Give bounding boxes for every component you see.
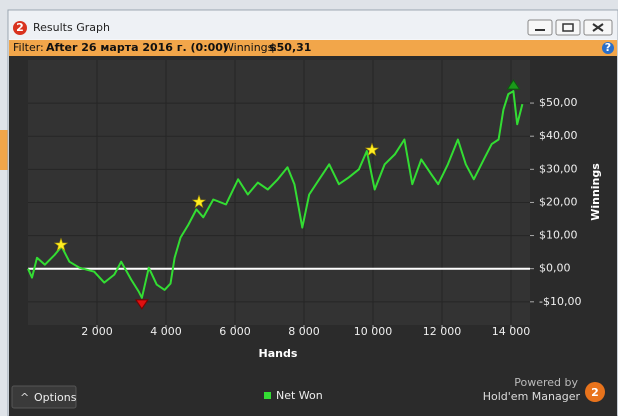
x-tick-label: 14 000: [492, 325, 531, 338]
window-title: Results Graph: [33, 21, 110, 34]
winnings-label: Winnings:: [223, 41, 277, 54]
brand-logo-text: 2: [591, 386, 599, 399]
x-tick-label: 8 000: [288, 325, 320, 338]
y-tick-label: $40,00: [539, 129, 578, 142]
net-won-line: [27, 90, 524, 299]
winnings-value: $50,31: [269, 41, 311, 54]
help-icon[interactable]: [602, 42, 614, 54]
star-icon: [364, 142, 380, 157]
options-button[interactable]: [11, 385, 77, 409]
close-icon: [592, 23, 604, 32]
y-axis-label: Winnings: [589, 163, 602, 221]
options-label: Options: [34, 391, 77, 404]
brand: Hold'em Manager: [483, 390, 581, 403]
x-tick-label: 4 000: [150, 325, 182, 338]
maximize-button[interactable]: [555, 19, 581, 36]
y-tick-label: $10,00: [539, 229, 578, 242]
x-tick-label: 2 000: [81, 325, 113, 338]
background-strip: [0, 130, 9, 170]
star-icon: [53, 237, 69, 252]
brand-logo: [585, 382, 605, 402]
star-icon: [191, 194, 207, 209]
min-marker: [134, 299, 149, 310]
max-marker: [506, 79, 521, 90]
y-tick-label: $50,00: [539, 96, 578, 109]
filter-value: After 26 марта 2016 г. (0:00): [46, 41, 228, 54]
x-tick-label: 12 000: [423, 325, 462, 338]
x-axis-label: Hands: [259, 347, 298, 360]
y-tick-label: $30,00: [539, 162, 578, 175]
legend-swatch: [264, 392, 271, 399]
y-tick-label: $0,00: [539, 262, 571, 275]
app-icon: [13, 21, 27, 35]
y-tick-label: $20,00: [539, 195, 578, 208]
plot-area: [28, 60, 530, 325]
minimize-button[interactable]: [527, 19, 553, 36]
legend-label: Net Won: [276, 389, 323, 402]
options-caret: ^: [20, 391, 29, 404]
help-icon-glyph: ?: [605, 41, 611, 54]
title-bar: [9, 11, 617, 39]
plot: 2 000 4 000 6 000 8 000 10 000 12 000 14 000 -$…: [27, 60, 581, 338]
x-tick-label: 6 000: [219, 325, 251, 338]
maximize-icon: [562, 23, 574, 32]
powered-by: Powered by: [514, 376, 578, 389]
app-icon-text: 2: [16, 21, 24, 34]
filter-label: Filter:: [13, 41, 44, 54]
y-tick-label: -$10,00: [539, 295, 581, 308]
filter-bar: [9, 40, 617, 56]
x-tick-label: 10 000: [354, 325, 393, 338]
